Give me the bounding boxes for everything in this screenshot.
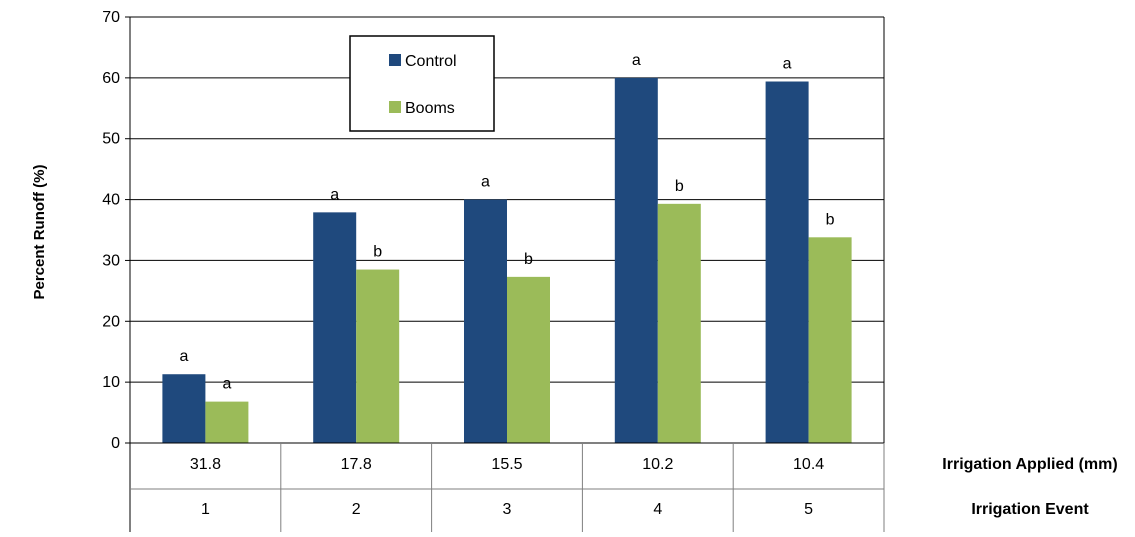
x-tick-label: 5 [804, 501, 813, 518]
x-tick-label: 4 [653, 501, 662, 518]
bar-control [614, 77, 658, 443]
bar-significance-label: a [222, 376, 231, 393]
legend-swatch-control [389, 54, 401, 66]
x-tick-label: 10.2 [642, 456, 673, 473]
y-tick-label: 20 [102, 313, 120, 330]
y-tick-label: 70 [102, 9, 120, 26]
bar-significance-label: b [826, 211, 835, 228]
y-axis-label: Percent Runoff (%) [31, 164, 48, 299]
bar-control [765, 81, 809, 443]
bar-significance-label: a [783, 56, 792, 73]
y-tick-label: 10 [102, 374, 120, 391]
bar-significance-label: a [632, 52, 641, 69]
x-axis-label: Irrigation Applied (mm) [942, 456, 1117, 473]
bar-booms [507, 276, 550, 443]
y-tick-label: 40 [102, 192, 120, 209]
legend-box [349, 35, 495, 132]
bar-booms [657, 203, 701, 443]
legend-label: Booms [405, 100, 455, 117]
y-tick-label: 60 [102, 70, 120, 87]
legend-swatch-booms [389, 101, 401, 113]
x-tick-label: 3 [503, 501, 512, 518]
x-tick-label: 2 [352, 501, 361, 518]
bar-significance-label: a [481, 174, 490, 191]
bar-significance-label: b [524, 251, 533, 268]
bar-significance-label: b [373, 244, 382, 261]
y-tick-label: 30 [102, 252, 120, 269]
bar-control [313, 212, 357, 443]
bar-significance-label: b [675, 178, 684, 195]
legend-label: Control [405, 53, 457, 70]
bar-control [464, 199, 507, 443]
y-tick-label: 50 [102, 131, 120, 148]
bar-booms [205, 401, 249, 443]
bar-control [162, 374, 206, 443]
x-tick-label: 31.8 [190, 456, 221, 473]
bar-significance-label: a [330, 186, 339, 203]
x-axis-label: Irrigation Event [971, 501, 1089, 518]
x-tick-label: 10.4 [793, 456, 824, 473]
bar-significance-label: a [179, 348, 188, 365]
x-tick-label: 15.5 [491, 456, 522, 473]
y-tick-label: 0 [111, 435, 120, 452]
bar-booms [808, 237, 852, 443]
x-tick-label: 1 [201, 501, 210, 518]
x-tick-label: 17.8 [341, 456, 372, 473]
bar-booms [356, 269, 400, 443]
